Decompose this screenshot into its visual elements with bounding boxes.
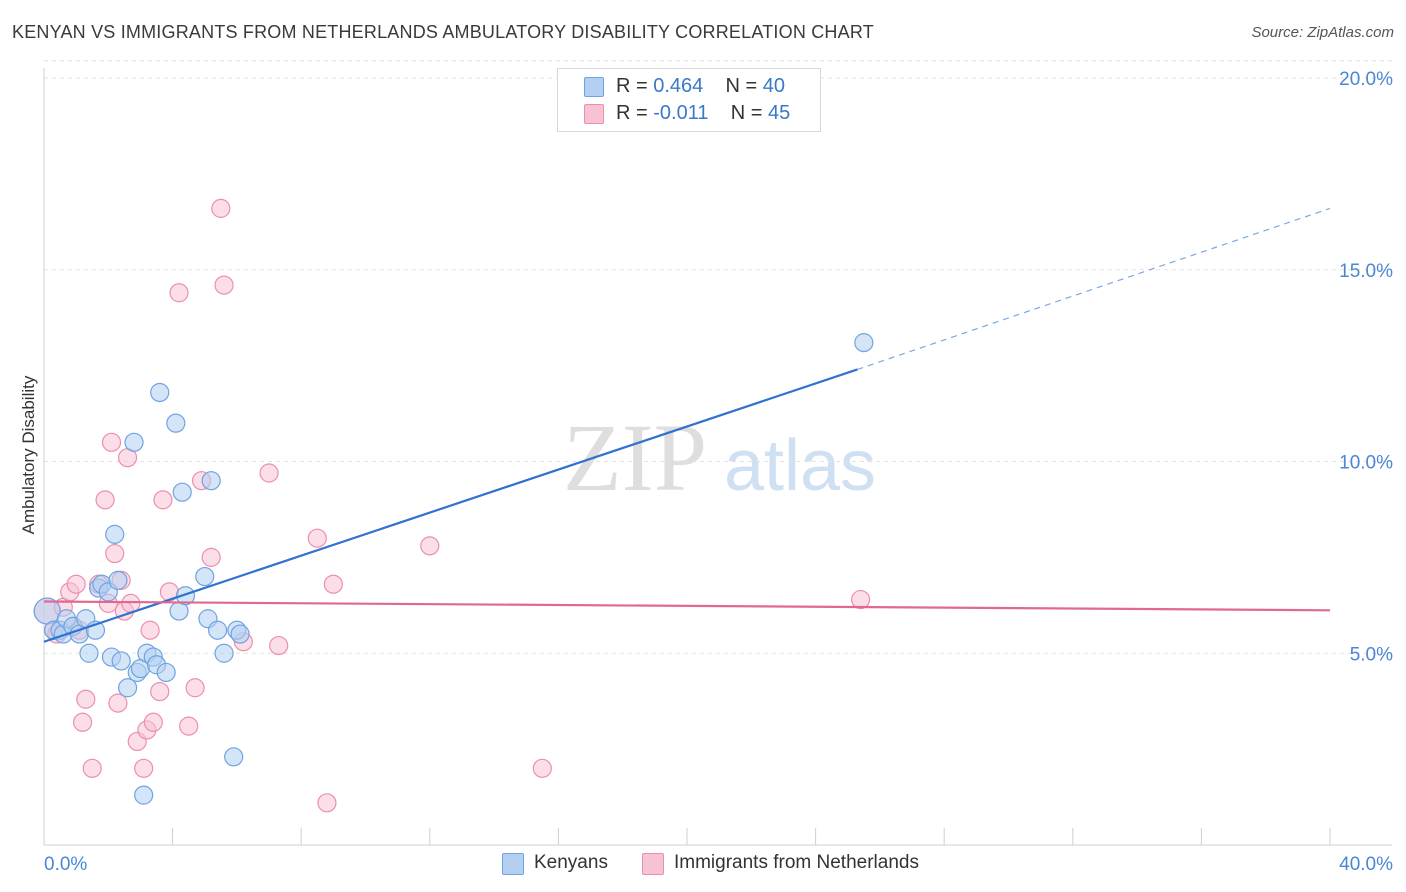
netherlands-point — [105, 543, 125, 564]
kenyans-legend-icon — [502, 853, 524, 875]
watermark-zip: ZIP — [563, 404, 707, 511]
kenyans-point — [854, 333, 874, 353]
netherlands-point — [323, 574, 343, 594]
netherlands-point — [307, 528, 327, 548]
netherlands-point — [201, 547, 221, 567]
kenyans-point — [166, 413, 186, 433]
kenyans-point — [224, 747, 244, 767]
watermark-atlas: atlas — [724, 426, 876, 506]
netherlands-legend-icon — [642, 853, 664, 875]
netherlands-point — [185, 678, 205, 698]
kenyans-point — [156, 662, 176, 683]
x-tick-label: 0.0% — [44, 854, 87, 875]
netherlands-point — [532, 758, 552, 778]
legend-r-value: 0.464 — [653, 75, 704, 97]
netherlands-point — [211, 198, 231, 218]
legend-r-value: -0.011 — [653, 102, 709, 124]
netherlands-point — [214, 275, 234, 295]
kenyans-point — [214, 643, 234, 663]
y-tick-label: 20.0% — [1339, 69, 1393, 90]
x-tick-label: 40.0% — [1339, 854, 1393, 875]
netherlands-point — [143, 712, 163, 732]
y-axis-label: Ambulatory Disability — [19, 375, 38, 534]
y-tick-label: 10.0% — [1339, 453, 1393, 474]
netherlands-point — [269, 635, 289, 656]
netherlands-point — [420, 536, 440, 556]
netherlands-point — [66, 574, 86, 594]
kenyans-point — [230, 624, 250, 644]
netherlands-point — [134, 758, 154, 778]
netherlands-swatch-icon — [584, 104, 604, 124]
netherlands-point — [150, 681, 170, 702]
kenyans-point — [208, 620, 228, 640]
series-legend: Kenyans Immigrants from Netherlands — [0, 852, 1406, 876]
netherlands-point — [95, 490, 115, 510]
kenyans-trendline-extension — [857, 207, 1331, 371]
kenyans-point — [117, 678, 138, 698]
netherlands-point — [108, 693, 128, 713]
netherlands-point — [317, 793, 337, 813]
netherlands-point — [153, 490, 173, 510]
chart-title: KENYAN VS IMMIGRANTS FROM NETHERLANDS AM… — [12, 22, 874, 42]
kenyans-point — [134, 785, 154, 805]
netherlands-point — [101, 432, 122, 452]
legend-label-kenyans: Kenyans — [534, 852, 608, 873]
kenyans-point — [124, 432, 144, 452]
netherlands-point — [140, 620, 160, 640]
legend-label-netherlands: Immigrants from Netherlands — [674, 852, 919, 873]
kenyans-point — [108, 570, 128, 590]
netherlands-point — [82, 758, 102, 778]
netherlands-point — [179, 716, 199, 736]
kenyans-swatch-icon — [584, 77, 604, 97]
netherlands-trendline — [43, 600, 1331, 612]
netherlands-point — [851, 589, 871, 610]
kenyans-point — [175, 586, 196, 606]
stats-legend: R = 0.464 N = 40 R = -0.011 N = 45 — [557, 68, 821, 132]
source-label: Source: ZipAtlas.com — [1251, 24, 1394, 41]
y-tick-label: 15.0% — [1339, 261, 1393, 282]
netherlands-point — [72, 712, 93, 732]
netherlands-point — [169, 283, 189, 303]
legend-n-value: 45 — [767, 102, 791, 124]
kenyans-trendline — [43, 368, 858, 643]
kenyans-point — [201, 471, 221, 491]
y-tick-label: 5.0% — [1350, 644, 1393, 665]
kenyans-point — [150, 382, 170, 403]
legend-r-label: R = — [616, 75, 654, 97]
legend-n-value: 40 — [762, 75, 786, 97]
legend-r-label: R = — [616, 102, 654, 124]
legend-n-label: N = — [725, 75, 763, 97]
kenyans-point — [79, 643, 99, 663]
kenyans-point — [195, 566, 215, 587]
kenyans-point — [105, 524, 125, 544]
netherlands-point — [76, 689, 96, 709]
netherlands-point — [259, 463, 279, 483]
legend-n-label: N = — [730, 102, 768, 124]
kenyans-point — [111, 651, 131, 671]
kenyans-point — [172, 482, 192, 502]
